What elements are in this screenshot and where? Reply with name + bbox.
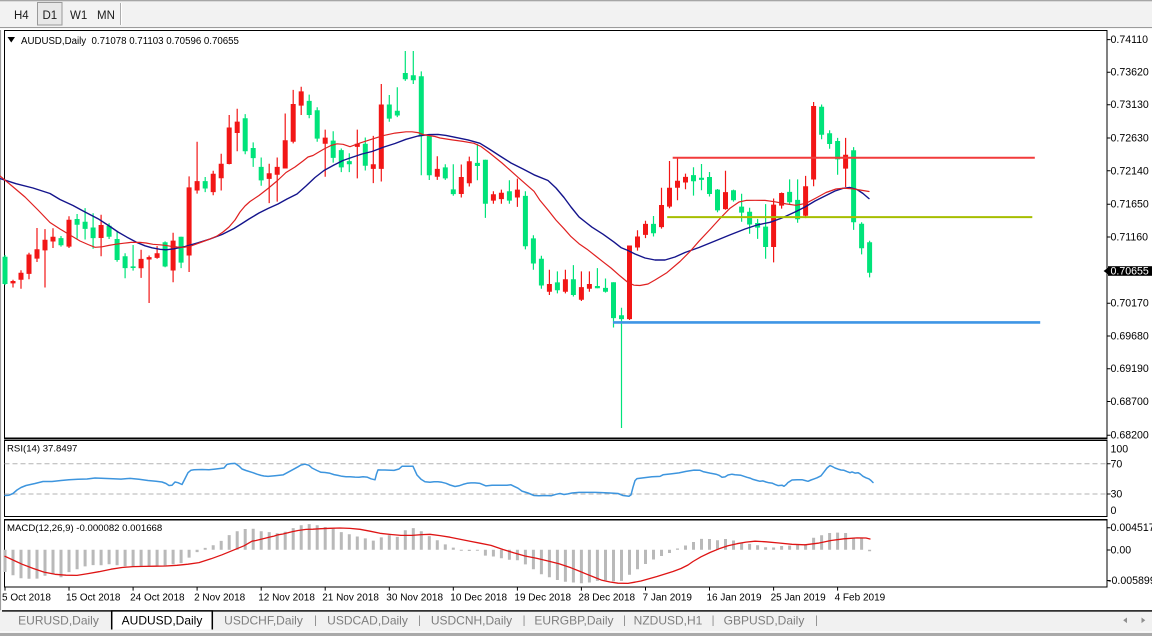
svg-text:70: 70	[1111, 458, 1123, 470]
svg-text:0.71160: 0.71160	[1111, 232, 1149, 244]
svg-text:AUDUSD,Daily: AUDUSD,Daily	[122, 614, 203, 628]
svg-text:USDCAD,Daily: USDCAD,Daily	[327, 614, 408, 628]
svg-text:D1: D1	[43, 10, 58, 22]
svg-text:|: |	[418, 615, 421, 627]
svg-text:7 Jan 2019: 7 Jan 2019	[643, 593, 693, 604]
svg-text:0.72630: 0.72630	[1111, 133, 1149, 145]
svg-text:30: 30	[1111, 489, 1123, 501]
svg-text:0.71650: 0.71650	[1111, 199, 1149, 211]
svg-text:24 Oct 2018: 24 Oct 2018	[130, 593, 185, 604]
svg-text:2 Nov 2018: 2 Nov 2018	[194, 593, 246, 604]
svg-text:12 Nov 2018: 12 Nov 2018	[258, 593, 315, 604]
svg-text:100: 100	[1111, 443, 1129, 455]
svg-text:USDCHF,Daily: USDCHF,Daily	[224, 614, 303, 628]
svg-text:|: |	[623, 615, 626, 627]
svg-text:0.004517: 0.004517	[1111, 522, 1152, 534]
svg-text:USDCNH,Daily: USDCNH,Daily	[431, 614, 512, 628]
svg-text:0.68200: 0.68200	[1111, 430, 1149, 442]
svg-text:AUDUSD,Daily 0.71078 0.71103: AUDUSD,Daily 0.71078 0.71103 0.70596 0.7…	[21, 36, 239, 47]
svg-text:28 Dec 2018: 28 Dec 2018	[578, 593, 635, 604]
svg-text:0.74110: 0.74110	[1111, 34, 1149, 46]
svg-text:30 Nov 2018: 30 Nov 2018	[386, 593, 443, 604]
svg-text:4 Feb 2019: 4 Feb 2019	[835, 593, 886, 604]
svg-text:0.73620: 0.73620	[1111, 67, 1149, 79]
svg-text:0.70170: 0.70170	[1111, 298, 1149, 310]
svg-text:NZDUSD,H1: NZDUSD,H1	[634, 614, 703, 628]
svg-text:0.72140: 0.72140	[1111, 165, 1149, 177]
svg-text:RSI(14) 37.8497: RSI(14) 37.8497	[7, 444, 77, 455]
svg-text:19 Dec 2018: 19 Dec 2018	[514, 593, 571, 604]
svg-text:|: |	[815, 615, 818, 627]
svg-text:EURGBP,Daily: EURGBP,Daily	[534, 614, 613, 628]
svg-text:0.73130: 0.73130	[1111, 99, 1149, 111]
svg-text:-0.005899: -0.005899	[1108, 575, 1152, 587]
svg-text:16 Jan 2019: 16 Jan 2019	[707, 593, 762, 604]
svg-text:0.69680: 0.69680	[1111, 331, 1149, 343]
svg-text:5 Oct 2018: 5 Oct 2018	[2, 593, 51, 604]
svg-text:|: |	[314, 615, 317, 627]
svg-text:25 Jan 2019: 25 Jan 2019	[771, 593, 826, 604]
svg-text:GBPUSD,Daily: GBPUSD,Daily	[724, 614, 805, 628]
svg-text:0.68700: 0.68700	[1111, 396, 1149, 408]
svg-text:|: |	[523, 615, 526, 627]
svg-text:W1: W1	[70, 10, 87, 22]
svg-text:0.70655: 0.70655	[1111, 265, 1149, 277]
svg-text:15 Oct 2018: 15 Oct 2018	[66, 593, 121, 604]
svg-text:0.69190: 0.69190	[1111, 363, 1149, 375]
svg-text:0.00: 0.00	[1111, 545, 1132, 557]
svg-text:10 Dec 2018: 10 Dec 2018	[450, 593, 507, 604]
svg-text:21 Nov 2018: 21 Nov 2018	[322, 593, 379, 604]
svg-text:MN: MN	[97, 10, 115, 22]
svg-text:0: 0	[1111, 505, 1117, 517]
svg-text:H4: H4	[14, 10, 29, 22]
svg-text:EURUSD,Daily: EURUSD,Daily	[18, 614, 99, 628]
svg-text:|: |	[712, 615, 715, 627]
svg-text:MACD(12,26,9) -0.000082 0.0016: MACD(12,26,9) -0.000082 0.001668	[7, 523, 162, 534]
